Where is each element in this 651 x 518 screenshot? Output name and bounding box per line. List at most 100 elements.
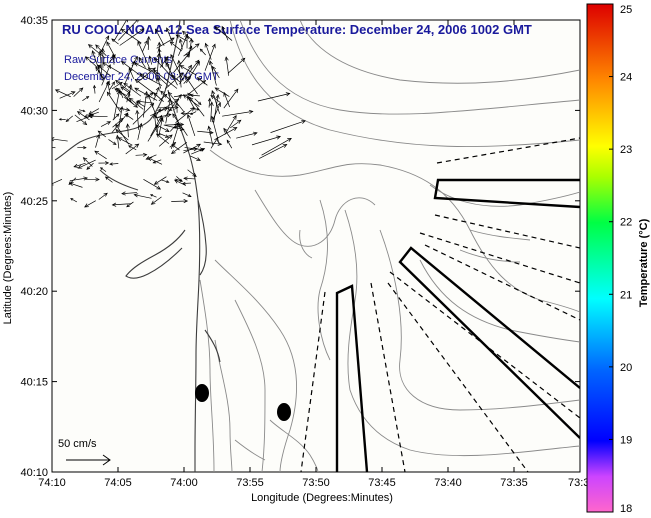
current-vector <box>156 76 162 89</box>
current-vector <box>222 109 254 117</box>
y-tick-label: 40:35 <box>20 15 48 27</box>
lane-polygon-north <box>433 178 580 209</box>
current-vector <box>136 67 156 83</box>
current-vector <box>117 107 131 112</box>
current-vector <box>166 27 173 43</box>
current-vector <box>139 73 163 86</box>
current-vector <box>223 91 230 108</box>
current-vector <box>179 65 197 76</box>
current-vector <box>208 60 217 86</box>
current-vector <box>128 145 137 151</box>
current-vector <box>214 26 233 41</box>
current-vector <box>113 20 128 42</box>
current-vector <box>70 198 78 203</box>
current-vector <box>217 127 238 139</box>
current-vector <box>155 113 172 119</box>
current-vector <box>155 28 165 46</box>
current-vector <box>183 43 200 57</box>
current-vector <box>173 92 192 98</box>
current-vector <box>77 159 96 169</box>
current-vector <box>109 162 119 166</box>
colorbar-tick-label: 22 <box>620 217 632 229</box>
current-vector <box>170 142 188 154</box>
x-tick-label: 74:00 <box>170 477 198 489</box>
current-vector <box>221 25 229 41</box>
current-vector <box>111 38 119 45</box>
current-vector <box>138 57 146 68</box>
current-vector <box>176 176 183 182</box>
current-vector <box>187 169 197 178</box>
x-axis-label: Longitude (Degrees:Minutes) <box>251 492 393 504</box>
current-vector <box>223 88 239 109</box>
y-tick-label: 40:30 <box>20 105 48 117</box>
x-tick-label: 73:40 <box>434 477 462 489</box>
current-vector <box>136 99 154 104</box>
current-vector <box>125 143 140 155</box>
plot-area <box>51 19 581 473</box>
current-vector <box>183 75 192 84</box>
current-vector <box>169 141 177 148</box>
current-vector <box>95 44 107 57</box>
colorbar-tick-label: 24 <box>620 72 632 84</box>
current-vector <box>82 96 90 102</box>
current-vector <box>98 192 108 200</box>
current-vector <box>52 137 68 142</box>
y-tick-label: 40:20 <box>20 286 48 298</box>
current-vector <box>137 40 150 68</box>
current-vector <box>164 106 173 111</box>
current-vector <box>142 90 149 118</box>
colorbar-tick-label: 19 <box>620 434 632 446</box>
current-vector <box>189 93 200 98</box>
current-vector <box>159 133 170 138</box>
current-vector <box>182 30 194 42</box>
current-vector <box>54 89 71 98</box>
colorbar-tick-label: 25 <box>620 4 632 16</box>
current-vector <box>211 65 220 79</box>
dashed-transects <box>300 137 580 472</box>
current-vector <box>95 133 101 148</box>
current-vector <box>143 179 162 190</box>
current-vector <box>128 67 134 79</box>
current-vector <box>115 79 131 93</box>
x-tick-label: 73:55 <box>236 477 264 489</box>
current-vector <box>261 137 292 156</box>
current-vector <box>97 130 107 138</box>
current-vector <box>199 48 206 56</box>
lane-polygon-east <box>398 246 580 439</box>
plot-content <box>52 20 580 472</box>
current-vector <box>133 62 151 72</box>
current-vector <box>73 87 84 97</box>
current-vector <box>76 114 95 123</box>
current-vector <box>85 177 100 182</box>
current-vector <box>104 176 113 183</box>
current-vector <box>167 91 185 113</box>
current-vector <box>236 131 258 139</box>
current-vector <box>135 109 140 130</box>
current-vector <box>190 111 197 115</box>
current-vector <box>121 191 137 196</box>
current-vector <box>125 123 130 138</box>
station-marker-2 <box>277 403 291 421</box>
current-vector <box>165 98 172 124</box>
current-vector <box>161 179 170 184</box>
colorbar-tick-label: 20 <box>620 362 632 374</box>
current-vector <box>74 114 88 126</box>
current-vector <box>178 33 189 56</box>
bathymetry-contours <box>199 20 580 472</box>
current-vector <box>65 115 74 122</box>
current-vector <box>98 161 110 165</box>
colorbar <box>586 3 614 513</box>
current-vector <box>211 90 221 115</box>
current-vector <box>175 34 187 42</box>
current-vector <box>251 135 282 146</box>
current-vector <box>186 113 196 137</box>
current-vector <box>179 64 192 85</box>
current-vector <box>211 102 221 123</box>
current-vector <box>181 181 191 185</box>
current-vector <box>173 52 190 73</box>
current-vector <box>69 176 88 182</box>
x-tick-label: 73:3 <box>568 477 589 489</box>
x-tick-label: 73:35 <box>500 477 528 489</box>
current-vector <box>118 106 124 128</box>
current-vector <box>191 147 206 155</box>
